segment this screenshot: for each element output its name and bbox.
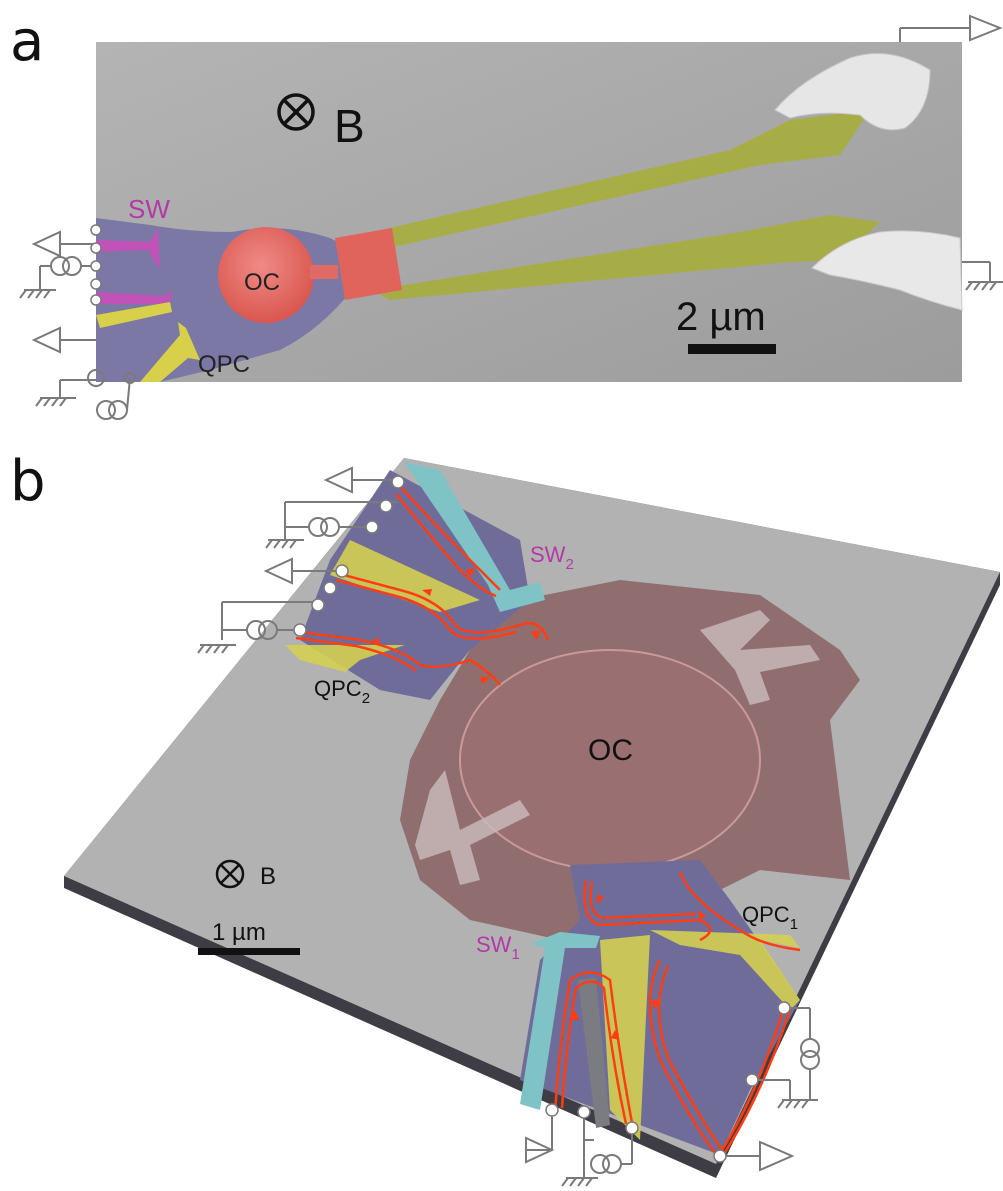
sw2-label: SW2	[530, 542, 574, 573]
ohmic-contact-island-a	[218, 227, 314, 323]
lead-lower	[372, 215, 880, 300]
circuit-top-left-b	[197, 466, 398, 654]
circuit-bottom-b	[525, 1112, 795, 1187]
sw1-label-main: SW	[476, 932, 512, 957]
probe-tip-upper	[774, 53, 931, 131]
contact-dots-lower-b	[545, 1001, 791, 1163]
scale-bar-a	[688, 344, 776, 354]
qpc2-label-sub: 2	[362, 690, 370, 707]
oc-pad	[335, 228, 402, 300]
field-symbol-a	[277, 93, 315, 131]
lead-upper	[372, 110, 870, 250]
qpc-label-a: QPC	[198, 351, 250, 378]
sw-gate-upper	[96, 228, 160, 270]
sw1-label: SW1	[476, 932, 520, 963]
panel-a: a B OC SW QPC 2 µm	[10, 9, 1003, 420]
oc-neck	[310, 265, 338, 279]
qpc1-label: QPC1	[742, 902, 798, 933]
panel-a-letter: a	[10, 9, 44, 74]
edge-channel-arrows	[370, 568, 706, 1040]
scale-bar-b	[198, 948, 300, 955]
field-label-a: B	[334, 100, 365, 152]
field-label-b: B	[260, 863, 276, 890]
scale-bar-label-a: 2 µm	[676, 295, 766, 339]
qpc1-label-sub: 1	[790, 916, 798, 933]
qpc2-gate-upper	[330, 540, 480, 612]
circuit-right-a	[899, 14, 1003, 291]
circuit-right-b	[752, 1007, 820, 1109]
qpc-gate-lower	[140, 322, 200, 382]
gate-strip	[578, 978, 610, 1128]
qpc1-label-main: QPC	[742, 902, 790, 927]
sw2-gate	[404, 462, 545, 612]
oc-label-b: OC	[588, 734, 633, 767]
sw1-gate	[520, 932, 600, 1110]
field-symbol-b	[215, 859, 245, 889]
qpc1-gate	[650, 930, 800, 1010]
sw1-label-sub: 1	[511, 946, 519, 963]
sw-label-a: SW	[128, 194, 170, 224]
contact-dots-a	[90, 224, 102, 306]
sw2-label-sub: 2	[565, 556, 573, 573]
oc-label-a: OC	[244, 269, 280, 296]
edge-channels	[295, 483, 801, 1163]
qpc2-label-main: QPC	[314, 676, 362, 701]
sw2-label-main: SW	[530, 542, 566, 567]
qpc-gate-upper	[96, 302, 172, 328]
contact-dots-top-left-b	[293, 475, 405, 637]
probe-tip-lower	[811, 230, 963, 311]
sw-gate-lower	[96, 290, 172, 304]
qpc2-label: QPC2	[314, 676, 370, 707]
oc-gate-fingers	[415, 610, 820, 885]
panel-b-letter: b	[10, 449, 46, 514]
circuit-left-a	[19, 230, 136, 420]
scale-bar-label-b: 1 µm	[212, 919, 266, 946]
qpc-gate-center	[600, 935, 650, 1140]
panel-b: b	[10, 449, 1000, 1187]
